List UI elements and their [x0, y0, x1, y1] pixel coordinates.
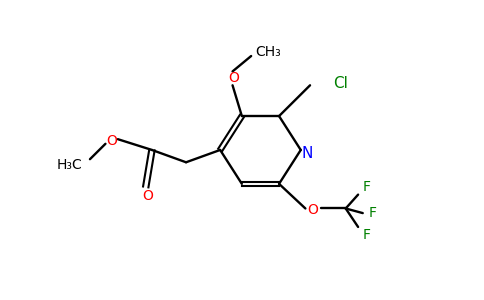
Text: F: F — [369, 206, 377, 220]
Text: O: O — [142, 189, 153, 203]
Text: F: F — [363, 228, 371, 242]
Text: Cl: Cl — [333, 76, 348, 91]
Text: N: N — [301, 146, 313, 160]
Text: H₃C: H₃C — [57, 158, 83, 172]
Text: CH₃: CH₃ — [256, 45, 281, 59]
Text: O: O — [308, 203, 318, 217]
Text: O: O — [228, 70, 240, 85]
Text: O: O — [106, 134, 117, 148]
Text: F: F — [363, 180, 371, 194]
